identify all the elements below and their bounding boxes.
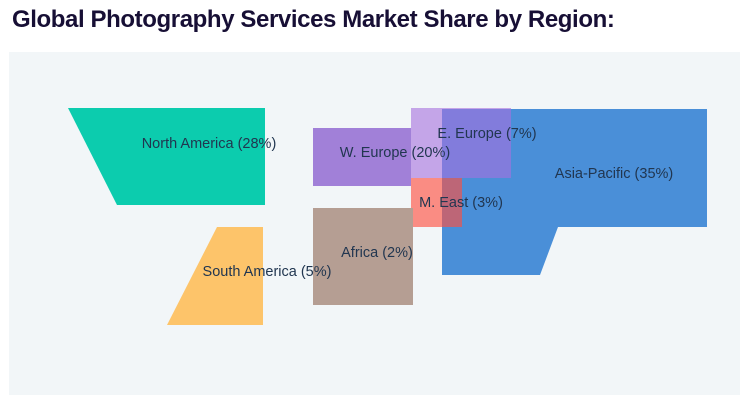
region-label-africa: Africa (2%) xyxy=(341,245,413,261)
region-e-europe xyxy=(411,108,511,178)
page-title: Global Photography Services Market Share… xyxy=(12,6,615,33)
region-africa xyxy=(313,208,413,305)
region-m-east xyxy=(411,178,462,227)
region-label-e-europe: E. Europe (7%) xyxy=(437,126,537,142)
region-north-america xyxy=(68,108,265,205)
region-w-europe xyxy=(313,128,411,186)
region-label-north-america: North America (28%) xyxy=(141,136,277,152)
region-label-w-europe: W. Europe (20%) xyxy=(339,145,451,161)
region-label-m-east: M. East (3%) xyxy=(419,195,503,211)
region-label-asia-pacific: Asia-Pacific (35%) xyxy=(554,166,674,182)
region-label-south-america: South America (5%) xyxy=(202,264,332,280)
